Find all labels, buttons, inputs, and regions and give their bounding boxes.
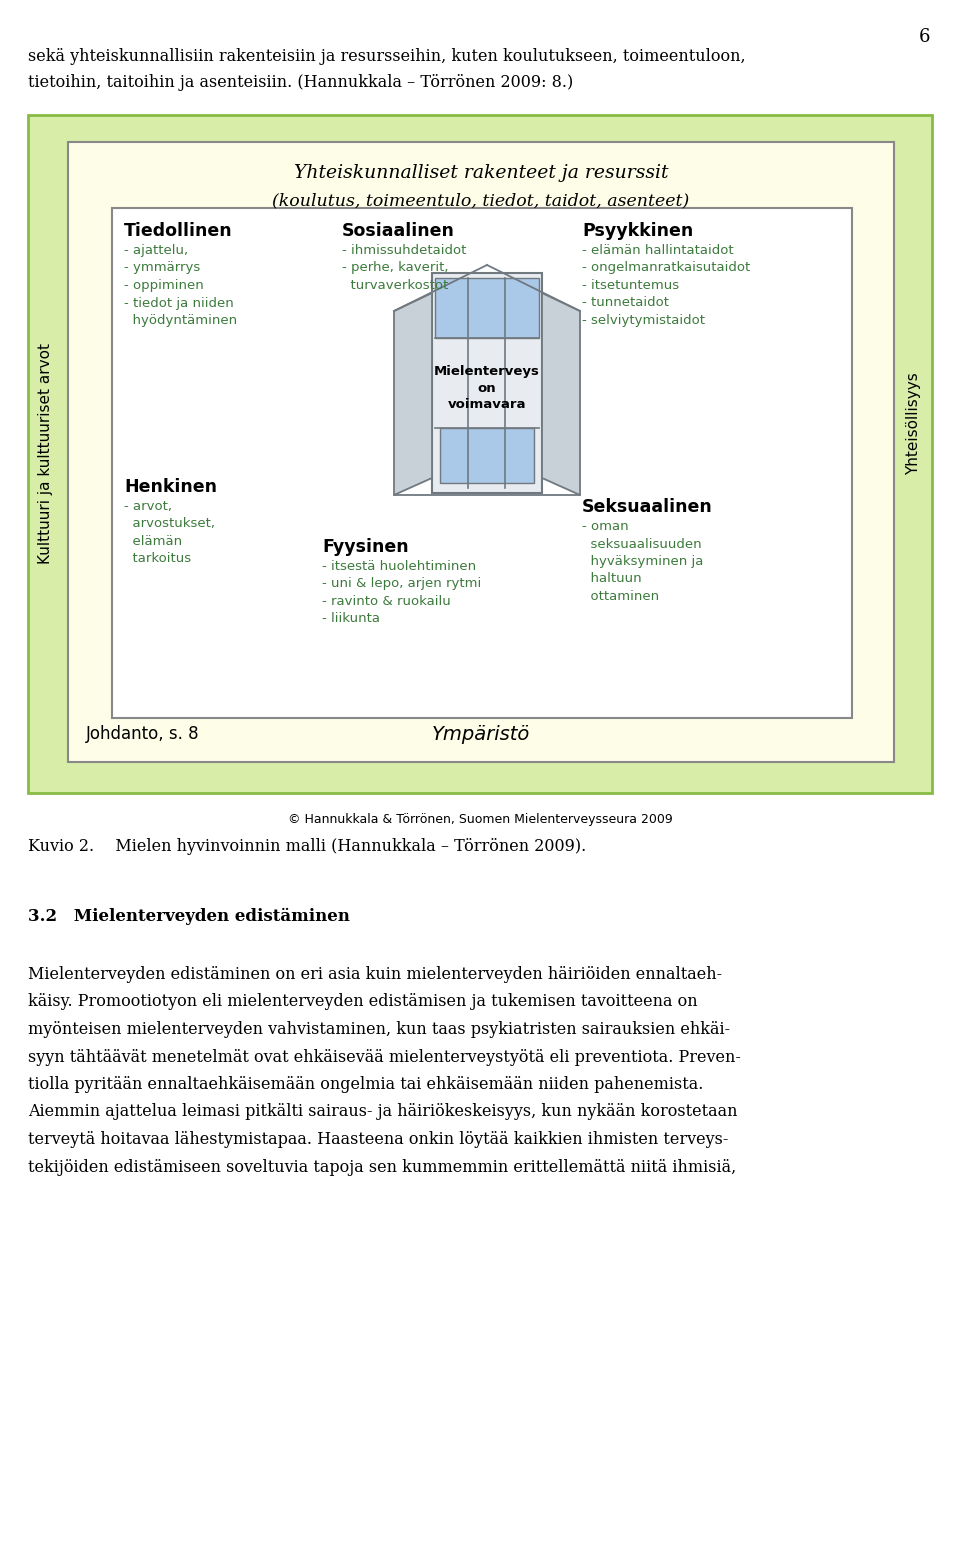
Text: Mielen hyvinvoinnin malli (Hannukkala – Törrönen 2009).: Mielen hyvinvoinnin malli (Hannukkala – … xyxy=(100,837,587,854)
Polygon shape xyxy=(542,294,580,494)
Text: Mielenterveys
on
voimavara: Mielenterveys on voimavara xyxy=(434,365,540,411)
Text: tietoihin, taitoihin ja asenteisiin. (Hannukkala – Törrönen 2009: 8.): tietoihin, taitoihin ja asenteisiin. (Ha… xyxy=(28,74,573,91)
Text: tekijöiden edistämiseen soveltuvia tapoja sen kummemmin erittellemättä niitä ihm: tekijöiden edistämiseen soveltuvia tapoj… xyxy=(28,1159,736,1176)
Text: Sosiaalinen: Sosiaalinen xyxy=(342,222,455,239)
Text: Aiemmin ajattelua leimasi pitkälti sairaus- ja häiriökeskeisyys, kun nykään koro: Aiemmin ajattelua leimasi pitkälti saira… xyxy=(28,1103,737,1120)
Text: - ihmissuhdetaidot
- perhe, kaverit,
  turvaverkostot: - ihmissuhdetaidot - perhe, kaverit, tur… xyxy=(342,244,467,292)
Text: Yhteisöllisyys: Yhteisöllisyys xyxy=(906,372,922,476)
Bar xyxy=(68,142,894,762)
Text: sekä yhteiskunnallisiin rakenteisiin ja resursseihin, kuten koulutukseen, toimee: sekä yhteiskunnallisiin rakenteisiin ja … xyxy=(28,48,746,65)
Bar xyxy=(440,428,534,484)
Text: Johdanto, s. 8: Johdanto, s. 8 xyxy=(86,725,200,743)
Text: Henkinen: Henkinen xyxy=(124,477,217,496)
Bar xyxy=(112,209,852,718)
Text: myönteisen mielenterveyden vahvistaminen, kun taas psykiatristen sairauksien ehk: myönteisen mielenterveyden vahvistaminen… xyxy=(28,1021,731,1038)
Polygon shape xyxy=(394,294,432,494)
Text: syyn tähtäävät menetelmät ovat ehkäisevää mielenterveystyötä eli preventiota. Pr: syyn tähtäävät menetelmät ovat ehkäisevä… xyxy=(28,1049,741,1066)
Text: Seksuaalinen: Seksuaalinen xyxy=(582,497,712,516)
Text: Fyysinen: Fyysinen xyxy=(322,538,409,556)
Bar xyxy=(28,114,932,793)
Text: Mielenterveyden edistäminen on eri asia kuin mielenterveyden häiriöiden ennaltae: Mielenterveyden edistäminen on eri asia … xyxy=(28,966,722,983)
Text: (koulutus, toimeentulo, tiedot, taidot, asenteet): (koulutus, toimeentulo, tiedot, taidot, … xyxy=(273,192,689,209)
Bar xyxy=(432,273,542,493)
Text: 6: 6 xyxy=(919,28,930,46)
Text: käisy. Promootiotyon eli mielenterveyden edistämisen ja tukemisen tavoitteena on: käisy. Promootiotyon eli mielenterveyden… xyxy=(28,993,698,1010)
Text: Yhteiskunnalliset rakenteet ja resurssit: Yhteiskunnalliset rakenteet ja resurssit xyxy=(294,164,668,182)
Text: © Hannukkala & Törrönen, Suomen Mielenterveysseura 2009: © Hannukkala & Törrönen, Suomen Mielente… xyxy=(288,813,672,827)
Text: Ympäristö: Ympäristö xyxy=(432,725,530,743)
Text: - oman
  seksuaalisuuden
  hyväksyminen ja
  haltuun
  ottaminen: - oman seksuaalisuuden hyväksyminen ja h… xyxy=(582,521,704,603)
Text: 3.2 Mielenterveyden edistäminen: 3.2 Mielenterveyden edistäminen xyxy=(28,908,349,925)
Text: Psyykkinen: Psyykkinen xyxy=(582,222,693,239)
Text: Tiedollinen: Tiedollinen xyxy=(124,222,232,239)
Text: terveytä hoitavaa lähestymistapaa. Haasteena onkin löytää kaikkien ihmisten terv: terveytä hoitavaa lähestymistapaa. Haast… xyxy=(28,1131,729,1148)
Bar xyxy=(435,278,539,338)
Text: - elämän hallintataidot
- ongelmanratkaisutaidot
- itsetuntemus
- tunnetaidot
- : - elämän hallintataidot - ongelmanratkai… xyxy=(582,244,751,328)
Text: - itsestä huolehtiminen
- uni & lepo, arjen rytmi
- ravinto & ruokailu
- liikunt: - itsestä huolehtiminen - uni & lepo, ar… xyxy=(322,559,481,626)
Text: Kulttuuri ja kulttuuriset arvot: Kulttuuri ja kulttuuriset arvot xyxy=(38,343,54,564)
Text: Kuvio 2.: Kuvio 2. xyxy=(28,837,94,854)
Text: - arvot,
  arvostukset,
  elämän
  tarkoitus: - arvot, arvostukset, elämän tarkoitus xyxy=(124,501,215,565)
Text: tiolla pyritään ennaltaehkäisemään ongelmia tai ehkäisemään niiden pahenemista.: tiolla pyritään ennaltaehkäisemään ongel… xyxy=(28,1075,704,1092)
Text: - ajattelu,
- ymmärrys
- oppiminen
- tiedot ja niiden
  hyödyntäminen: - ajattelu, - ymmärrys - oppiminen - tie… xyxy=(124,244,237,328)
